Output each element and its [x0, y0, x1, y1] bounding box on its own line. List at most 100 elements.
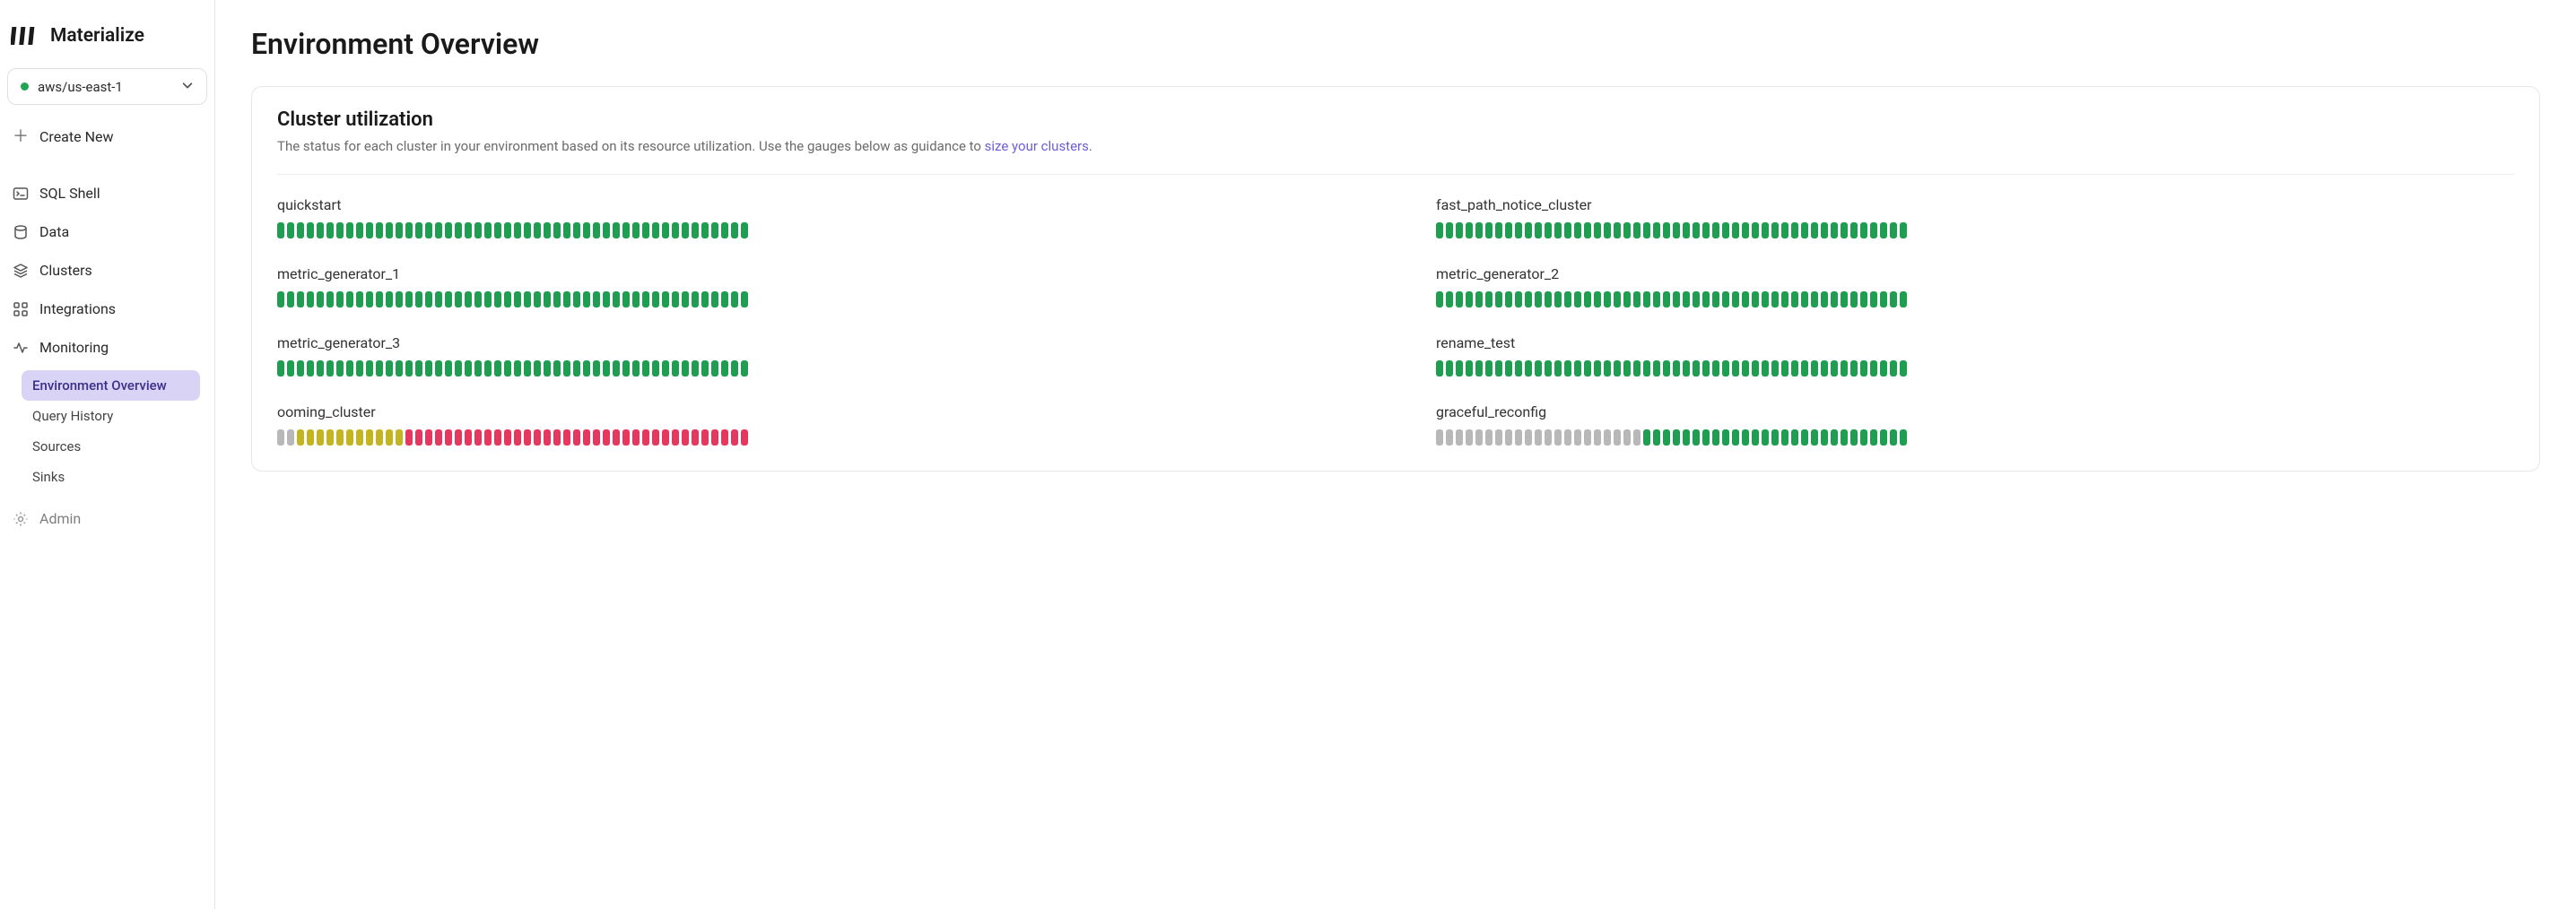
gauge-segment — [287, 291, 294, 307]
gauge-segment — [563, 222, 570, 238]
create-new-button[interactable]: ＋ Create New — [0, 116, 214, 158]
cluster-item[interactable]: fast_path_notice_cluster — [1436, 196, 2514, 238]
gauge-segment — [642, 429, 649, 446]
gauge-segment — [524, 222, 531, 238]
gauge-segment — [1446, 429, 1453, 446]
gauge-segment — [622, 429, 630, 446]
gauge-segment — [1456, 429, 1463, 446]
gauge-segment — [1485, 429, 1493, 446]
monitoring-subnav: Environment Overview Query History Sourc… — [0, 367, 214, 499]
gauge-segment — [583, 291, 590, 307]
gauge-segment — [1831, 360, 1838, 377]
gauge-segment — [307, 291, 314, 307]
gauge-segment — [1554, 291, 1562, 307]
gauge-segment — [731, 429, 738, 446]
gauge-segment — [1623, 360, 1631, 377]
panel-subtitle: The status for each cluster in your envi… — [277, 138, 2514, 175]
gauge-segment — [1574, 429, 1581, 446]
gauge-segment — [1525, 222, 1532, 238]
subnav-environment-overview[interactable]: Environment Overview — [22, 370, 200, 401]
gauge-segment — [1850, 291, 1858, 307]
cluster-item[interactable]: metric_generator_1 — [277, 265, 1355, 307]
gauge-segment — [1791, 429, 1798, 446]
gauge-segment — [1495, 360, 1502, 377]
gauge-segment — [386, 360, 393, 377]
gauge-segment — [346, 291, 353, 307]
nav-clusters[interactable]: Clusters — [0, 251, 214, 290]
gauge-segment — [524, 291, 531, 307]
cluster-item[interactable]: rename_test — [1436, 334, 2514, 377]
gauge-segment — [356, 222, 363, 238]
gauge-segment — [721, 360, 728, 377]
gauge-segment — [662, 429, 669, 446]
nav-monitoring[interactable]: Monitoring — [0, 328, 214, 367]
gauge-segment — [1702, 360, 1710, 377]
size-clusters-link[interactable]: size your clusters — [985, 138, 1089, 154]
gauge-segment — [613, 429, 620, 446]
gauge-segment — [573, 360, 580, 377]
gauge-segment — [1742, 291, 1749, 307]
gauge-segment — [1821, 222, 1828, 238]
gauge-segment — [1860, 360, 1867, 377]
gauge-segment — [1712, 360, 1719, 377]
gauge-segment — [307, 429, 314, 446]
nav-label: Admin — [39, 510, 81, 527]
subnav-sinks[interactable]: Sinks — [22, 462, 200, 492]
gauge-segment — [336, 222, 344, 238]
subnav-sources[interactable]: Sources — [22, 431, 200, 462]
cluster-item[interactable]: ooming_cluster — [277, 403, 1355, 446]
gauge-segment — [504, 291, 511, 307]
gauge-segment — [297, 291, 304, 307]
gauge-segment — [741, 360, 748, 377]
gauge-segment — [1604, 360, 1611, 377]
nav-sql-shell[interactable]: SQL Shell — [0, 174, 214, 212]
gauge-segment — [1574, 291, 1581, 307]
gauge-segment — [1850, 360, 1858, 377]
gauge-segment — [534, 429, 541, 446]
gauge-segment — [583, 429, 590, 446]
nav-data[interactable]: Data — [0, 212, 214, 251]
gauge-segment — [1594, 222, 1601, 238]
gauge-segment — [1466, 291, 1473, 307]
gauge-segment — [603, 222, 610, 238]
gauge-segment — [1604, 291, 1611, 307]
gauge-segment — [534, 360, 541, 377]
gauge-segment — [514, 291, 521, 307]
gauge-segment — [1712, 429, 1719, 446]
cluster-item[interactable]: metric_generator_3 — [277, 334, 1355, 377]
status-dot-icon — [21, 82, 29, 91]
subnav-query-history[interactable]: Query History — [22, 401, 200, 431]
cluster-item[interactable]: graceful_reconfig — [1436, 403, 2514, 446]
utilization-gauge — [277, 360, 1355, 377]
gauge-segment — [701, 360, 709, 377]
gauge-segment — [1554, 222, 1562, 238]
gauge-segment — [415, 360, 422, 377]
gauge-segment — [1515, 360, 1522, 377]
cluster-item[interactable]: metric_generator_2 — [1436, 265, 2514, 307]
gauge-segment — [1752, 360, 1759, 377]
region-selector[interactable]: aws/us-east-1 — [7, 68, 207, 105]
nav-admin[interactable]: Admin — [0, 499, 214, 538]
gauge-segment — [1722, 360, 1729, 377]
gauge-segment — [1495, 291, 1502, 307]
gauge-segment — [1673, 291, 1680, 307]
gauge-segment — [672, 360, 679, 377]
gauge-segment — [672, 291, 679, 307]
gauge-segment — [1801, 291, 1808, 307]
gauge-segment — [1831, 222, 1838, 238]
gauge-segment — [1870, 291, 1877, 307]
gauge-segment — [297, 222, 304, 238]
gauge-segment — [1623, 429, 1631, 446]
cluster-name: quickstart — [277, 196, 1355, 213]
nav-integrations[interactable]: Integrations — [0, 290, 214, 328]
logo[interactable]: Materialize — [0, 22, 214, 68]
gauge-segment — [632, 360, 640, 377]
gauge-segment — [563, 360, 570, 377]
gauge-segment — [1811, 222, 1818, 238]
gauge-segment — [692, 360, 699, 377]
gauge-segment — [307, 222, 314, 238]
gauge-segment — [1781, 360, 1788, 377]
gauge-segment — [1525, 360, 1532, 377]
gauge-segment — [326, 222, 334, 238]
cluster-item[interactable]: quickstart — [277, 196, 1355, 238]
